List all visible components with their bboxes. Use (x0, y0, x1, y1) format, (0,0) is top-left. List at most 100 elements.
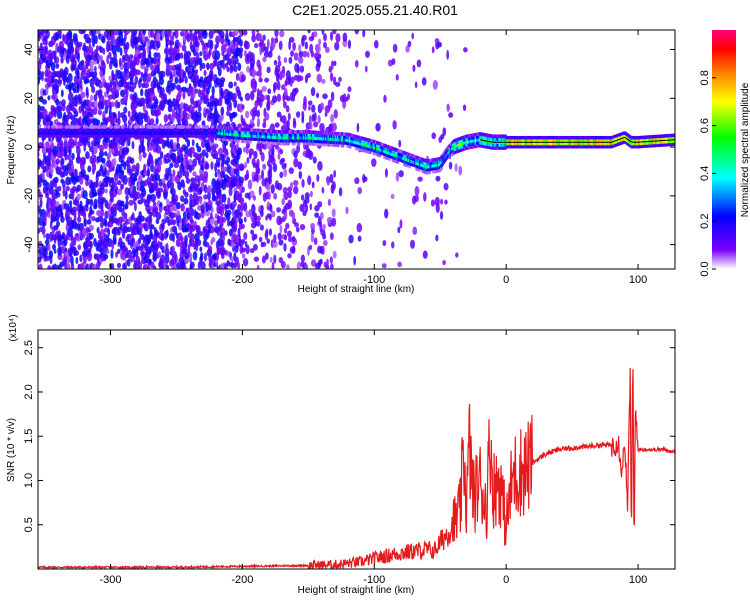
spectrogram-cell (161, 87, 165, 97)
spectrogram-cell (160, 254, 166, 263)
spectrogram-cell (189, 252, 193, 262)
spectrogram-cell (41, 146, 48, 155)
spectrogram-cell (207, 245, 213, 254)
spectrogram-cell (132, 82, 137, 89)
spectrogram-cell (60, 157, 65, 166)
spectrogram-cell (125, 61, 130, 71)
spectrogram-cell (55, 98, 60, 106)
spectrogram-cell (421, 77, 427, 86)
spectrogram-cell (310, 50, 315, 58)
spectrogram-cell (237, 261, 241, 269)
spectrogram-cell (190, 146, 195, 154)
spectrogram-cell (209, 212, 213, 220)
spectrogram-cell (371, 158, 377, 167)
spectrogram-cell (99, 144, 104, 153)
spectrogram-cell (97, 215, 104, 222)
spectrogram-cell (171, 264, 176, 269)
spectrogram-cell (117, 142, 120, 149)
spectrogram-cell (77, 53, 80, 63)
spectrogram-cell (172, 233, 175, 243)
spectrogram-cell (174, 30, 179, 39)
spectrogram-cell (180, 235, 184, 243)
spectrogram-cell (53, 176, 59, 184)
spectrogram-cell (88, 224, 95, 231)
spectrogram-cell (414, 186, 420, 196)
spectrogram-cell (201, 62, 206, 69)
spectrogram-cell (148, 152, 152, 162)
spectrogram-cell (102, 110, 106, 119)
spectrogram-cell (199, 57, 203, 67)
spectrogram-cell (172, 169, 176, 177)
spectrogram-cell (232, 111, 238, 118)
spectrogram-cell (108, 51, 112, 59)
spectrogram-cell (463, 47, 468, 53)
spectrogram-cell (317, 161, 323, 171)
spectrogram-cell (288, 56, 293, 64)
spectrogram-cell (321, 30, 325, 35)
spectrogram-cell (293, 52, 299, 61)
spectrogram-cell (416, 59, 422, 68)
spectrogram-cell (117, 101, 121, 109)
spectrogram-cell (281, 65, 286, 74)
spectrogram-cell (165, 264, 170, 269)
spectrogram-cell (288, 167, 295, 175)
spectrogram-cell (150, 164, 155, 173)
spectrogram-cell (74, 169, 78, 178)
spectrogram-cell (56, 110, 63, 120)
spectrogram-cell (131, 141, 135, 150)
spectrogram-cell (190, 208, 195, 217)
spectrogram-cell (148, 215, 153, 225)
spectrogram-cell (52, 263, 58, 269)
spectrogram-cell (202, 30, 208, 39)
spectrogram-cell (282, 187, 288, 194)
spectrogram-cell (66, 254, 71, 264)
spectrogram-cell (185, 50, 192, 58)
spectrogram-cell (258, 185, 262, 196)
spectrogram-cell (292, 180, 299, 187)
spectrogram-cell (256, 264, 260, 269)
spectrogram-cell (316, 59, 322, 68)
spectrogram-cell (79, 79, 83, 89)
spectrogram-cell (268, 228, 273, 236)
spectrogram-cell (280, 157, 286, 163)
spectrogram-cell (233, 65, 238, 73)
spectrogram-cell (125, 194, 129, 201)
spectrogram-cell (118, 206, 123, 213)
spectrogram-cell (133, 30, 138, 36)
spectrogram-cell (271, 146, 275, 155)
spectrogram-cell (91, 85, 96, 94)
spectrogram-cell (154, 206, 159, 215)
spectrogram-cell (152, 201, 157, 207)
spectrogram-cell (304, 264, 309, 269)
spectrogram-cell (262, 163, 267, 170)
spectrogram-cell (310, 86, 316, 97)
spectrogram-cell (125, 88, 129, 99)
spectrogram-cell (100, 208, 105, 217)
spectrogram-cell (194, 69, 199, 75)
spectrogram-cell (214, 50, 221, 61)
spectrogram-cell (102, 47, 106, 55)
spectrogram-cell (196, 111, 202, 119)
spectrogram-cell (124, 212, 128, 220)
spectrogram-cell (307, 100, 313, 106)
spectrogram-cell (152, 57, 158, 65)
spectrogram-cell (239, 211, 243, 218)
spectrogram-cell (448, 161, 453, 170)
spectrogram-cell (171, 245, 176, 255)
spectrogram-cell (232, 30, 239, 36)
spectrogram-cell (311, 181, 315, 189)
spectrogram-cell (243, 202, 248, 212)
spectrogram-cell (226, 156, 231, 164)
spectrogram-cell (174, 254, 178, 264)
spectrogram-cell (112, 35, 116, 45)
spectrogram-cell (164, 247, 170, 257)
spectrogram-cell (56, 220, 60, 228)
spectrogram-cell (79, 41, 83, 47)
spectrogram-cell (270, 184, 275, 194)
spectrogram-cell (347, 39, 352, 49)
spectrogram-cell (134, 75, 139, 85)
spectrogram-cell (454, 163, 458, 172)
spectrogram-cell (76, 69, 80, 80)
spectrogram-cell (155, 212, 162, 221)
spectrogram-cell (269, 256, 273, 263)
